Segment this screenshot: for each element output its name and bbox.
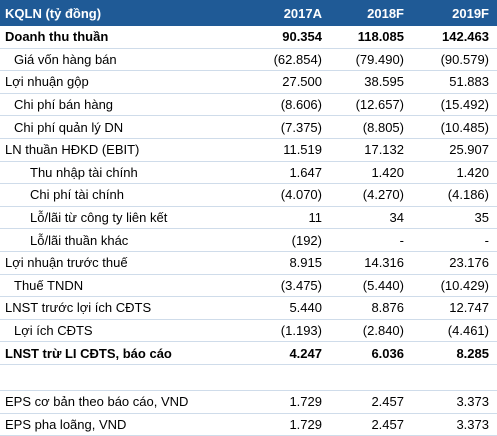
spacer-row — [0, 365, 497, 391]
row-value: 8.285 — [408, 346, 497, 361]
row-value: (8.606) — [244, 97, 326, 112]
header-label: KQLN (tỷ đồng) — [0, 6, 244, 21]
row-label: Chi phí tài chính — [0, 187, 244, 202]
row-label: LNST trừ LI CĐTS, báo cáo — [0, 346, 244, 361]
row-value: 3.373 — [408, 417, 497, 432]
table-row: Chi phí bán hàng(8.606)(12.657)(15.492) — [0, 94, 497, 117]
row-value: 25.907 — [408, 142, 497, 157]
row-value: 14.316 — [326, 255, 408, 270]
row-label: Giá vốn hàng bán — [0, 52, 244, 67]
row-label: Thu nhập tài chính — [0, 165, 244, 180]
row-value: (4.270) — [326, 187, 408, 202]
row-value: 8.915 — [244, 255, 326, 270]
row-value: (1.193) — [244, 323, 326, 338]
row-label: Lợi nhuận gộp — [0, 74, 244, 89]
row-label: Thuế TNDN — [0, 278, 244, 293]
table-row: Giá vốn hàng bán(62.854)(79.490)(90.579) — [0, 49, 497, 72]
row-label: Chi phí bán hàng — [0, 97, 244, 112]
row-value: (12.657) — [326, 97, 408, 112]
row-value: 38.595 — [326, 74, 408, 89]
row-label: Lỗ/lãi từ công ty liên kết — [0, 210, 244, 225]
row-value: 1.729 — [244, 417, 326, 432]
row-value: (90.579) — [408, 52, 497, 67]
row-label: EPS pha loãng, VND — [0, 417, 244, 432]
row-value: 1.647 — [244, 165, 326, 180]
row-value: 90.354 — [244, 29, 326, 44]
header-col-2019f: 2019F — [408, 6, 497, 21]
row-value: 11.519 — [244, 142, 326, 157]
row-value: (5.440) — [326, 278, 408, 293]
row-value: (79.490) — [326, 52, 408, 67]
row-value: - — [326, 233, 408, 248]
row-value: 27.500 — [244, 74, 326, 89]
row-label: EPS cơ bản theo báo cáo, VND — [0, 394, 244, 409]
row-value: 11 — [244, 210, 326, 225]
row-value: 51.883 — [408, 74, 497, 89]
table-row: Chi phí tài chính(4.070)(4.270)(4.186) — [0, 184, 497, 207]
row-value: (15.492) — [408, 97, 497, 112]
row-value: (10.429) — [408, 278, 497, 293]
row-value: 4.247 — [244, 346, 326, 361]
row-value: (7.375) — [244, 120, 326, 135]
row-value: 2.457 — [326, 394, 408, 409]
table-row: Lợi ích CĐTS(1.193)(2.840)(4.461) — [0, 320, 497, 343]
row-value: (192) — [244, 233, 326, 248]
row-value: 2.457 — [326, 417, 408, 432]
row-value: 118.085 — [326, 29, 408, 44]
row-value: (10.485) — [408, 120, 497, 135]
row-label: Doanh thu thuần — [0, 29, 244, 44]
row-value: 142.463 — [408, 29, 497, 44]
table-row: Chi phí quản lý DN(7.375)(8.805)(10.485) — [0, 116, 497, 139]
row-value: (62.854) — [244, 52, 326, 67]
row-value: 1.420 — [408, 165, 497, 180]
row-value: 8.876 — [326, 300, 408, 315]
table-row: Thuế TNDN(3.475)(5.440)(10.429) — [0, 275, 497, 298]
row-value: 35 — [408, 210, 497, 225]
row-value: (8.805) — [326, 120, 408, 135]
row-value: 34 — [326, 210, 408, 225]
row-value: (4.186) — [408, 187, 497, 202]
row-value: 23.176 — [408, 255, 497, 270]
table-header: KQLN (tỷ đồng) 2017A 2018F 2019F — [0, 0, 497, 26]
row-value: (3.475) — [244, 278, 326, 293]
row-value: - — [408, 233, 497, 248]
row-value: 17.132 — [326, 142, 408, 157]
header-col-2018f: 2018F — [326, 6, 408, 21]
row-value: (4.070) — [244, 187, 326, 202]
header-col-2017a: 2017A — [244, 6, 326, 21]
row-label: Lỗ/lãi thuần khác — [0, 233, 244, 248]
row-value: 12.747 — [408, 300, 497, 315]
row-label: LN thuần HĐKD (EBIT) — [0, 142, 244, 157]
row-label: Chi phí quản lý DN — [0, 120, 244, 135]
row-label: LNST trước lợi ích CĐTS — [0, 300, 244, 315]
row-value: 6.036 — [326, 346, 408, 361]
row-label: Lợi nhuận trước thuế — [0, 255, 244, 270]
table-row: Lỗ/lãi thuần khác(192)-- — [0, 229, 497, 252]
row-value: (4.461) — [408, 323, 497, 338]
row-value: (2.840) — [326, 323, 408, 338]
row-value: 3.373 — [408, 394, 497, 409]
row-label: Lợi ích CĐTS — [0, 323, 244, 338]
row-value: 1.420 — [326, 165, 408, 180]
row-value: 5.440 — [244, 300, 326, 315]
row-value: 1.729 — [244, 394, 326, 409]
